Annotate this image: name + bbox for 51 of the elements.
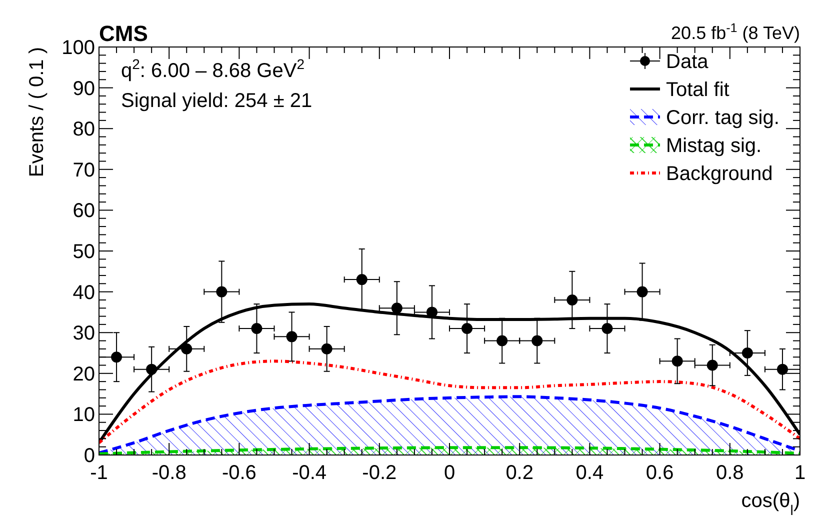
legend-label: Data <box>666 51 710 73</box>
point <box>111 352 122 363</box>
y-tick-label: 90 <box>72 78 95 100</box>
y-tick-label: 30 <box>72 322 95 345</box>
y-tick-label: 40 <box>72 282 95 304</box>
y-tick-label: 80 <box>72 118 95 141</box>
point <box>672 356 683 367</box>
legend-label: Background <box>666 163 773 185</box>
point <box>216 286 228 298</box>
point <box>181 343 192 354</box>
y-tick-label: 50 <box>72 241 95 263</box>
point <box>706 360 718 371</box>
y-tick-label: 70 <box>72 159 95 182</box>
point <box>742 348 753 358</box>
x-tick-label: 0.8 <box>716 462 744 484</box>
point <box>636 286 648 298</box>
point <box>602 323 613 334</box>
chart-subtitle: 20.5 fb$^{-1}$ (8 TeV) <box>671 21 800 43</box>
legend-label: Corr. tag sig. <box>666 107 780 129</box>
y-tick-label: 20 <box>72 363 95 386</box>
point <box>462 323 473 334</box>
annotation: Signal yield: 254 ± 21 <box>121 90 312 112</box>
annotation: q$^{2}$: 6.00 – 8.68 GeV$^{2}$ <box>121 56 305 82</box>
point <box>321 343 332 354</box>
point <box>776 364 788 375</box>
y-tick-label: 10 <box>72 404 95 426</box>
y-tick-label: 60 <box>72 200 95 222</box>
legend-label: Total fit <box>666 79 730 101</box>
chart-title: CMS <box>99 21 148 46</box>
y-tick-label: 100 <box>62 37 95 59</box>
legend-label: Mistag sig. <box>666 135 762 157</box>
x-tick-label: -0.2 <box>362 462 397 484</box>
point <box>356 274 368 286</box>
point <box>146 364 158 375</box>
point <box>532 335 543 346</box>
point <box>286 331 298 342</box>
line-series <box>99 360 800 444</box>
y-axis-title: Events / ( 0.1 ) <box>26 47 48 178</box>
point <box>496 335 508 346</box>
point <box>251 323 262 334</box>
point <box>566 294 578 306</box>
x-tick-label: 1 <box>794 462 806 484</box>
x-tick-label: 0.4 <box>576 462 604 484</box>
x-tick-label: -0.6 <box>222 462 256 484</box>
point <box>391 302 402 314</box>
x-tick-label: 0.6 <box>646 462 674 484</box>
x-tick-label: -0.4 <box>292 462 327 484</box>
x-tick-label: 0 <box>444 462 456 484</box>
x-tick-label: 0.2 <box>506 462 534 484</box>
x-tick-label: -0.8 <box>152 462 186 484</box>
x-axis-title: cos(θ$_{l}$) <box>741 490 800 517</box>
